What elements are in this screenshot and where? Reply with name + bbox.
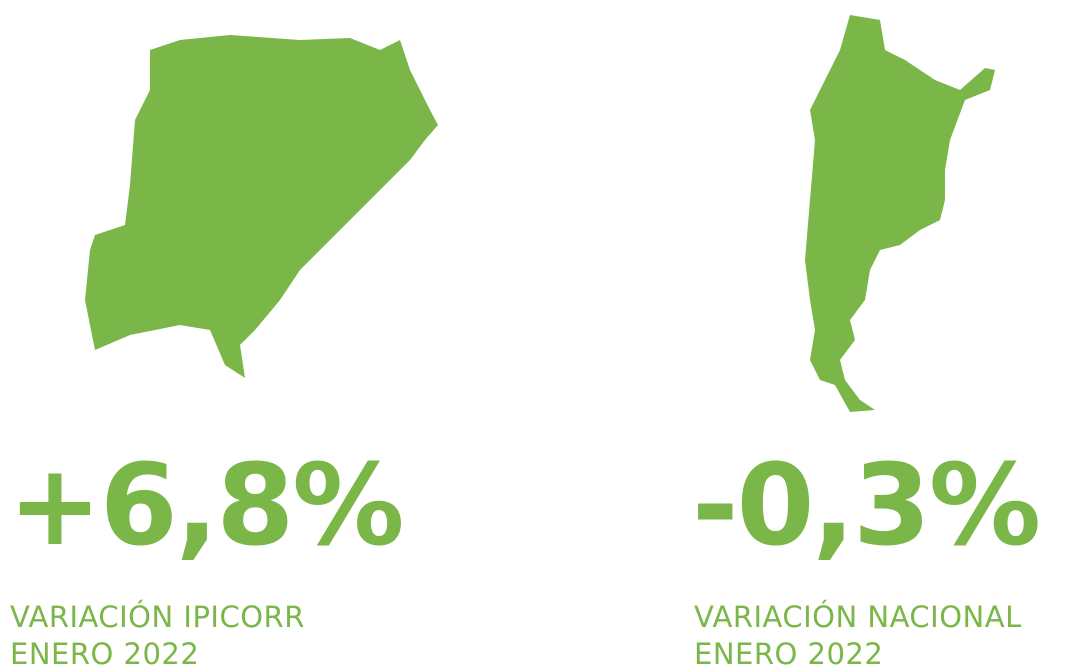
period: ENERO 2022 xyxy=(694,637,884,671)
period: ENERO 2022 xyxy=(10,637,200,671)
argentina-map xyxy=(805,15,995,412)
value: -0,3% xyxy=(692,441,1041,571)
label: VARIACIÓN NACIONAL xyxy=(694,600,1022,634)
corrientes-map xyxy=(85,35,438,378)
maps xyxy=(85,15,995,412)
value: +6,8% xyxy=(8,441,404,571)
label: VARIACIÓN IPICORR xyxy=(10,600,305,634)
